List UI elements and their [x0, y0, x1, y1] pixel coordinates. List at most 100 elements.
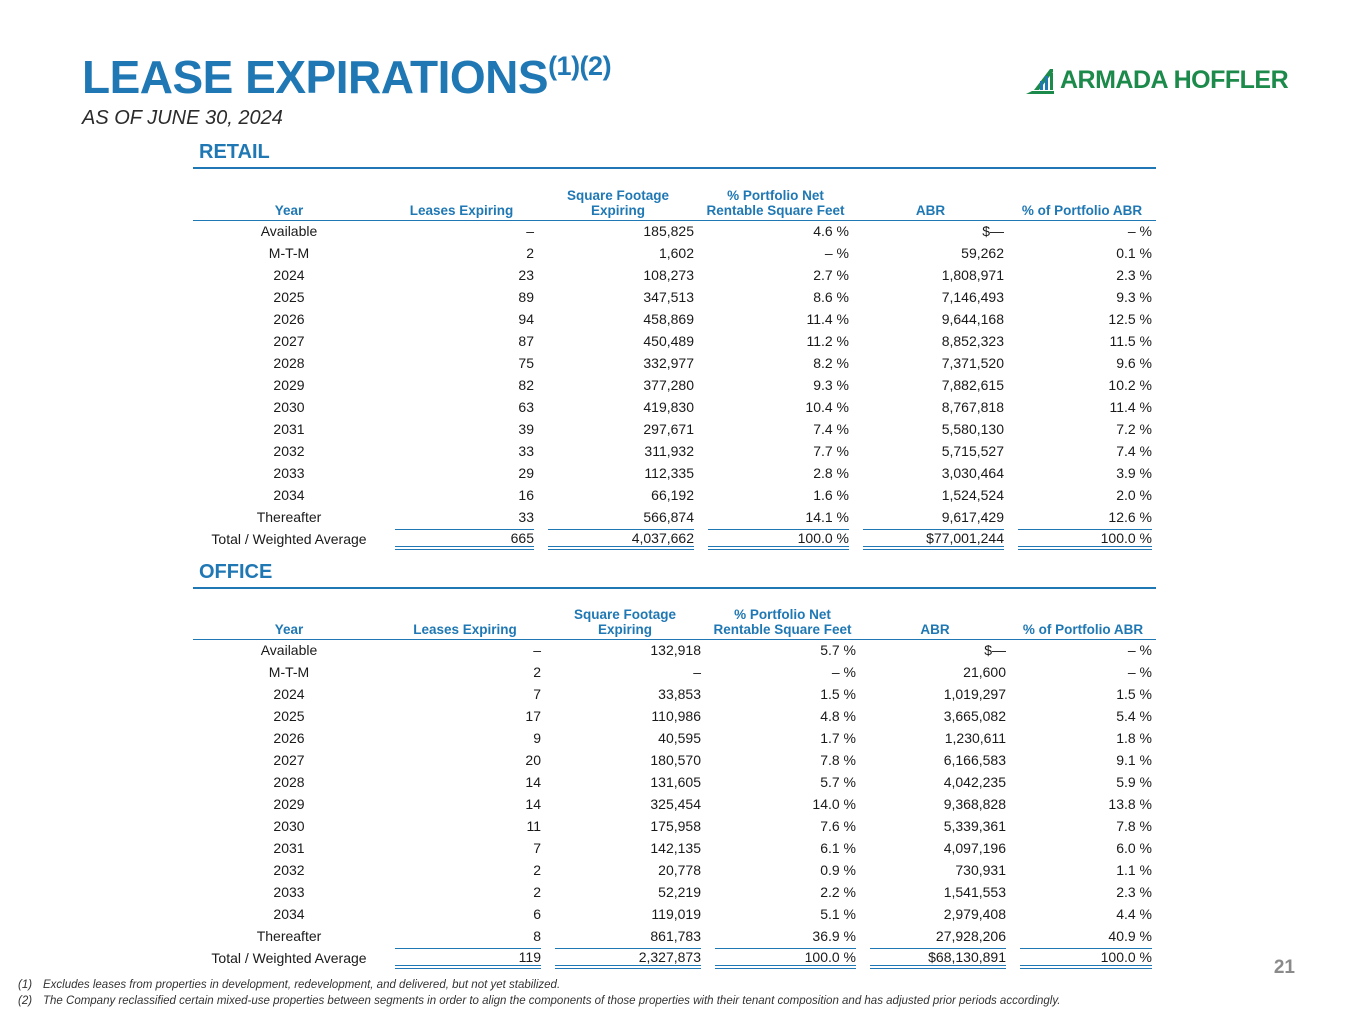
pct-nrsf-cell: 14.0 %	[812, 796, 856, 812]
pct-nrsf-cell: 11.2 %	[806, 333, 849, 349]
abr-cell: 7,882,615	[941, 377, 1004, 393]
year-cell: 2032	[273, 862, 305, 878]
year-cell: Available	[260, 223, 318, 240]
abr-cell: 3,030,464	[941, 465, 1004, 481]
abr-cell: 21,600	[963, 664, 1006, 680]
retail-top-rule	[193, 167, 1156, 169]
square-footage-cell: 119,019	[651, 906, 701, 922]
leases-expiring-cell: 665	[385, 528, 538, 550]
table-row: 2032 33 311,932 7.7 % 5,715,527 7.4 %	[193, 440, 1156, 462]
footnote-2: (2) The Company reclassified certain mixe…	[18, 995, 1061, 1007]
pct-abr-cell: 2.3 %	[1116, 267, 1152, 283]
abr-cell: 2,979,408	[943, 906, 1006, 922]
square-footage-cell: 1,602	[658, 245, 694, 261]
square-footage-cell: 33,853	[658, 686, 701, 702]
square-footage-cell: 66,192	[651, 487, 694, 503]
year-cell: 2032	[273, 443, 305, 459]
title-footnote-marks: (1)(2)	[548, 50, 612, 81]
table-row: M-T-M 2 1,602 – % 59,262 0.1 %	[193, 242, 1156, 264]
pct-nrsf-cell: 7.4 %	[813, 421, 849, 437]
pct-nrsf-cell: 8.6 %	[813, 289, 849, 305]
footnotes: (1) Excludes leases from properties in de…	[18, 977, 1060, 1009]
pct-abr-cell: 13.8 %	[1108, 796, 1152, 812]
leases-expiring-cell: 2	[526, 245, 534, 261]
pct-abr-cell: 12.5 %	[1108, 311, 1152, 327]
leases-expiring-cell: 119	[385, 947, 545, 969]
square-footage-cell: 861,783	[650, 928, 701, 944]
pct-abr-cell: 0.1 %	[1116, 245, 1152, 261]
retail-lease-table: Year Leases Expiring Square Footage Expi…	[193, 170, 1156, 550]
col-header-leases-expiring: Leases Expiring	[413, 621, 517, 637]
abr-cell: 7,146,493	[941, 289, 1004, 305]
year-cell: 2028	[273, 355, 305, 371]
col-header-square-footage: Square Footage Expiring	[566, 187, 669, 218]
abr-cell: $68,130,891	[860, 947, 1010, 969]
abr-cell: 730,931	[955, 862, 1006, 878]
pct-abr-cell: 9.3 %	[1116, 289, 1152, 305]
year-cell: Total / Weighted Average	[211, 950, 367, 966]
year-cell: 2028	[273, 774, 305, 790]
abr-cell: 9,644,168	[941, 311, 1004, 327]
pct-nrsf-cell: 36.9 %	[812, 928, 856, 944]
abr-cell: 5,339,361	[943, 818, 1006, 834]
table-row: 2033 29 112,335 2.8 % 3,030,464 3.9 %	[193, 462, 1156, 484]
year-cell: 2034	[273, 487, 305, 503]
abr-cell: 9,368,828	[943, 796, 1006, 812]
pct-abr-cell: 12.6 %	[1108, 509, 1152, 525]
year-cell: Thereafter	[256, 509, 322, 525]
leases-expiring-cell: 87	[518, 333, 534, 349]
pct-abr-cell: 4.4 %	[1116, 906, 1152, 922]
abr-cell: 6,166,583	[943, 752, 1006, 768]
table-row: 2031 39 297,671 7.4 % 5,580,130 7.2 %	[193, 418, 1156, 440]
pct-nrsf-cell: 100.0 %	[705, 947, 860, 969]
page-title: LEASE EXPIRATIONS(1)(2)	[82, 50, 612, 103]
leases-expiring-cell: 94	[518, 311, 534, 327]
col-header-abr: ABR	[915, 202, 946, 218]
abr-cell: 7,371,520	[941, 355, 1004, 371]
leases-expiring-cell: 7	[533, 840, 541, 856]
leases-expiring-cell: 23	[518, 267, 534, 283]
pct-nrsf-cell: 2.2 %	[820, 884, 856, 900]
square-footage-cell: 2,327,873	[545, 947, 705, 969]
abr-cell: 1,541,553	[943, 884, 1006, 900]
col-header-pct-nrsf: % Portfolio Net Rentable Square Feet	[713, 606, 852, 637]
year-cell: 2031	[273, 421, 305, 437]
abr-cell: $—	[982, 223, 1004, 240]
office-lease-table: Year Leases Expiring Square Footage Expi…	[193, 590, 1156, 969]
square-footage-cell: 325,454	[650, 796, 701, 812]
office-top-rule	[193, 587, 1156, 589]
year-cell: M-T-M	[268, 664, 310, 680]
total-row: Total / Weighted Average 665 4,037,662 100.…	[193, 528, 1156, 550]
pct-nrsf-cell: 1.5 %	[820, 686, 856, 702]
leases-expiring-cell: 14	[525, 774, 541, 790]
year-cell: 2026	[273, 730, 305, 746]
square-footage-cell: 52,219	[658, 884, 701, 900]
table-row: 2033 2 52,219 2.2 % 1,541,553 2.3 %	[193, 881, 1156, 903]
year-cell: Total / Weighted Average	[211, 531, 367, 547]
pct-nrsf-cell: 11.4 %	[806, 311, 849, 327]
table-row: 2028 14 131,605 5.7 % 4,042,235 5.9 %	[193, 771, 1156, 793]
abr-cell: $—	[984, 642, 1006, 659]
abr-cell: 27,928,206	[935, 928, 1006, 944]
leases-expiring-cell: 29	[518, 465, 534, 481]
square-footage-cell: 110,986	[651, 708, 701, 724]
abr-cell: 1,019,297	[943, 686, 1006, 702]
pct-nrsf-cell: 7.8 %	[820, 752, 856, 768]
pct-abr-cell: 3.9 %	[1116, 465, 1152, 481]
pct-nrsf-cell: 100.0 %	[698, 528, 853, 550]
abr-cell: 9,617,429	[941, 509, 1004, 525]
pct-abr-cell: 100.0 %	[1008, 528, 1156, 550]
leases-expiring-cell: 82	[518, 377, 534, 393]
table-row: Available – 185,825 4.6 % $— – %	[193, 220, 1156, 242]
col-header-square-footage: Square Footage Expiring	[573, 606, 676, 637]
table-row: 2028 75 332,977 8.2 % 7,371,520 9.6 %	[193, 352, 1156, 374]
leases-expiring-cell: 33	[518, 443, 534, 459]
square-footage-cell: 40,595	[658, 730, 701, 746]
leases-expiring-cell: 16	[518, 487, 534, 503]
logo-text: ARMADA HOFFLER	[1060, 65, 1289, 94]
leases-expiring-cell: 2	[533, 862, 541, 878]
year-cell: 2024	[273, 267, 305, 283]
table-row: M-T-M 2 – – % 21,600 – %	[193, 661, 1156, 683]
abr-cell: 4,097,196	[943, 840, 1006, 856]
year-cell: 2031	[273, 840, 305, 856]
